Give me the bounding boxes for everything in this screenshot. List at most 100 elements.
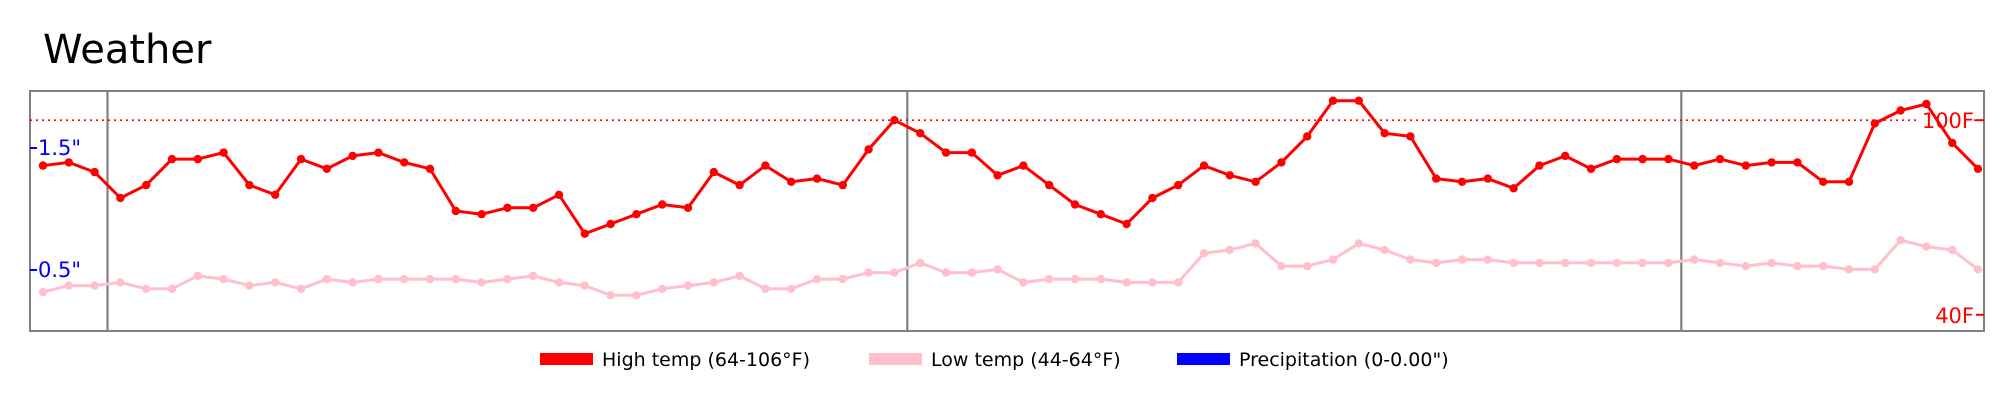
high-temp-point	[245, 180, 254, 190]
low-temp-point	[1483, 255, 1493, 264]
legend-label: Precipitation (0-0.00")	[1239, 349, 1449, 371]
high-temp-point	[348, 151, 357, 161]
low-temp-point	[1715, 258, 1725, 268]
low-temp-point	[1045, 274, 1054, 284]
low-temp-point	[219, 274, 228, 284]
low-temp-point	[322, 274, 331, 284]
low-temp-point	[1664, 258, 1673, 268]
low-temp-point	[271, 278, 280, 287]
high-temp-point	[1870, 119, 1880, 128]
low-temp-point	[64, 281, 74, 290]
low-temp-point	[1277, 261, 1286, 271]
low-temp-point	[167, 284, 177, 293]
low-temp-point	[1328, 255, 1338, 264]
precip-axis: 1.5" 0.5"	[30, 136, 81, 282]
high-temp-point	[683, 203, 693, 212]
legend-swatch	[540, 353, 593, 365]
high-temp-point	[761, 161, 770, 170]
low-temp-point	[709, 278, 718, 287]
low-temp-point	[1612, 258, 1622, 268]
low-temp-point	[1380, 245, 1389, 255]
high-temp-point	[838, 180, 847, 190]
high-temp-point	[1457, 177, 1467, 186]
low-temp-point	[503, 274, 512, 284]
low-temp-point	[941, 268, 951, 277]
temp-tick-label: 40F	[1935, 304, 1974, 328]
high-temp-point	[1380, 129, 1389, 138]
low-temp-point	[245, 281, 254, 290]
high-temp-point	[890, 116, 899, 125]
high-temp-point	[477, 210, 486, 219]
low-temp-line	[42, 238, 1979, 297]
high-temp-point	[916, 129, 925, 138]
low-temp-point	[1896, 236, 1905, 245]
high-temp-point	[1070, 200, 1080, 209]
low-temp-point	[1174, 278, 1183, 287]
low-temp-point	[1948, 245, 1957, 255]
high-temp-point	[1741, 161, 1751, 170]
high-temp-point	[322, 164, 331, 173]
high-temp-point	[1638, 154, 1647, 164]
high-temp-point	[400, 158, 409, 167]
low-temp-point	[90, 281, 99, 290]
high-temp-point	[503, 203, 512, 212]
low-temp-point	[477, 278, 486, 287]
high-temp-point	[812, 174, 822, 183]
high-temp-point	[1973, 164, 1983, 173]
high-temp-point	[1509, 184, 1518, 193]
low-temp-point	[993, 265, 1002, 274]
low-temp-point	[864, 268, 873, 277]
low-temp-point	[1148, 278, 1157, 287]
series-layer	[38, 96, 1983, 300]
legend-item-low-temp: Low temp (44-64°F)	[869, 349, 1121, 371]
high-temp-point	[1354, 96, 1364, 105]
low-temp-point	[193, 271, 202, 281]
low-temp-point	[1586, 258, 1596, 268]
high-temp-point	[271, 190, 280, 199]
high-temp-point	[451, 206, 460, 216]
chart-title: Weather	[43, 27, 212, 73]
legend-swatch	[1177, 353, 1230, 365]
low-temp-point	[142, 284, 151, 293]
legend-item-precipitation: Precipitation (0-0.00")	[1177, 349, 1449, 371]
high-temp-point	[1948, 138, 1957, 148]
low-temp-point	[348, 278, 357, 287]
high-temp-point	[1922, 99, 1931, 109]
high-temp-point	[1432, 174, 1441, 183]
high-temp-point	[529, 203, 538, 212]
low-temp-point	[683, 281, 693, 290]
high-temp-point	[219, 148, 228, 157]
high-temp-point	[1819, 177, 1828, 186]
legend: High temp (64-106°F) Low temp (44-64°F) Pr…	[540, 349, 1449, 371]
legend-swatch	[869, 353, 922, 365]
high-temp-point	[1612, 154, 1622, 164]
high-temp-point	[374, 148, 383, 157]
low-temp-point	[1096, 274, 1106, 284]
high-temp-point	[90, 167, 99, 177]
temp-tick-label-bg	[1916, 301, 1974, 328]
low-temp-point	[400, 274, 409, 284]
high-temp-point	[1406, 132, 1415, 141]
low-temp-series	[38, 236, 1983, 300]
low-temp-point	[451, 274, 460, 284]
low-temp-point	[658, 284, 667, 293]
low-temp-point	[554, 278, 564, 287]
high-temp-point	[632, 210, 641, 219]
low-temp-point	[838, 274, 847, 284]
low-temp-point	[1844, 265, 1854, 274]
low-temp-point	[761, 284, 770, 293]
low-temp-point	[1767, 258, 1776, 268]
low-temp-point	[1638, 258, 1647, 268]
low-temp-point	[1457, 255, 1467, 264]
high-temp-point	[1793, 158, 1802, 167]
low-temp-point	[812, 274, 822, 284]
high-temp-point	[1690, 161, 1699, 170]
high-temp-point	[1303, 132, 1312, 141]
temp-tick-label-bg	[1916, 107, 1974, 134]
low-temp-point	[1819, 261, 1828, 271]
high-temp-point	[425, 164, 435, 173]
high-temp-point	[1896, 106, 1905, 115]
precip-tick-label: 1.5"	[38, 136, 81, 160]
high-temp-line	[42, 99, 1980, 236]
high-temp-point	[1328, 96, 1338, 105]
